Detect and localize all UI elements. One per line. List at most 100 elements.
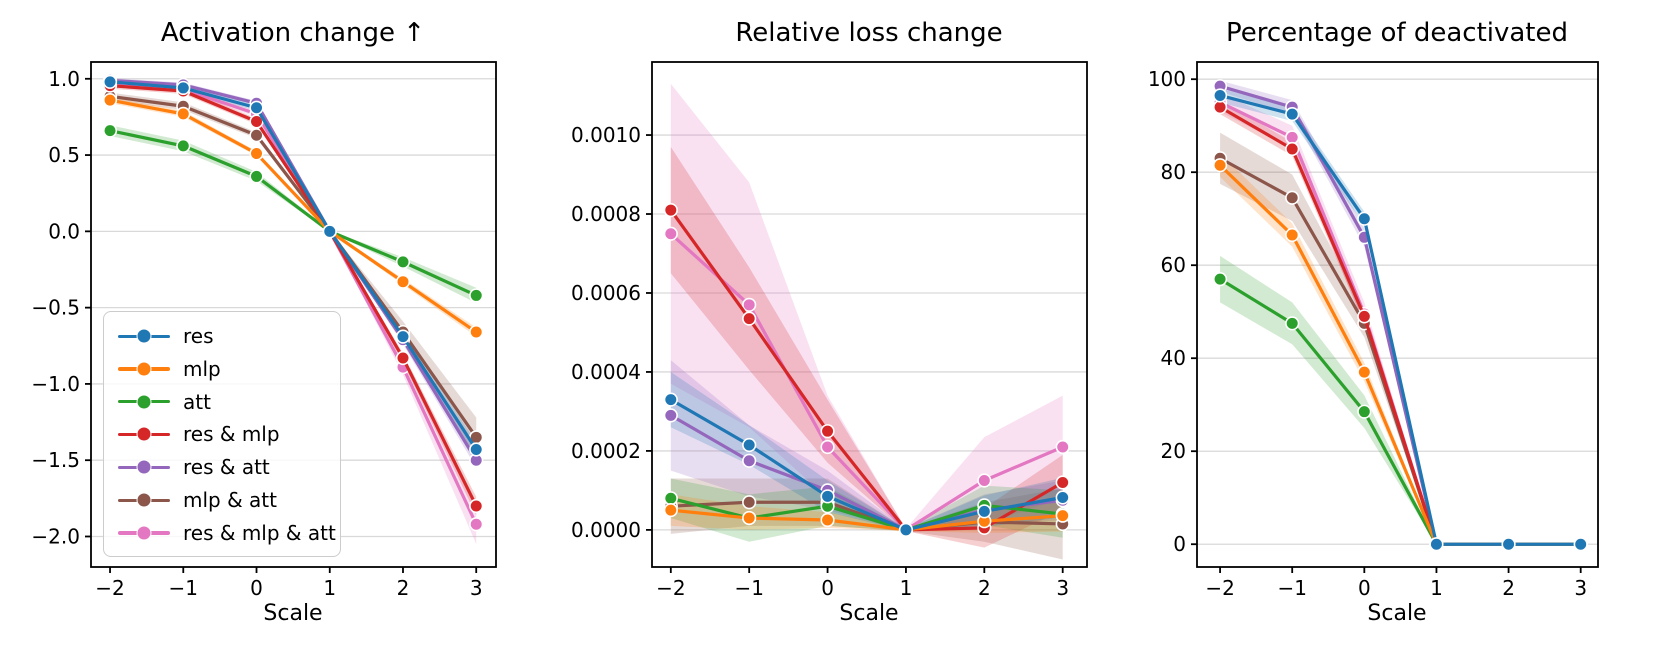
y-tick-label: 80: [1161, 160, 1186, 184]
line-mlp-att: [108, 94, 478, 439]
y-tick-label: 40: [1161, 346, 1186, 370]
band-res-att: [670, 360, 1063, 532]
marker-mlp: [663, 503, 678, 518]
marker-att: [176, 138, 191, 154]
y-tick-label: −1.5: [31, 448, 80, 472]
y-tick-label: 0.0008: [571, 202, 641, 226]
marker-res: [249, 100, 264, 115]
x-tick-label: 3: [1574, 576, 1587, 600]
x-tick-label: 2: [978, 576, 991, 600]
marker-att: [1212, 272, 1228, 287]
marker-mlp: [469, 324, 484, 340]
y-tick-label: 60: [1161, 253, 1186, 277]
marker-mlp: [1055, 508, 1070, 523]
x-tick-label: −2: [1205, 576, 1234, 600]
marker-res-mlp: [1357, 309, 1372, 324]
marker-res-mlp-att: [663, 226, 678, 241]
band-res-mlp: [670, 146, 1063, 548]
x-tick-label: 3: [1056, 576, 1069, 600]
band-res-mlp-att: [670, 83, 1063, 532]
marker-res: [1429, 537, 1444, 552]
legend-key-line-marker: [118, 361, 170, 377]
marker-mlp: [249, 146, 264, 161]
line-res-mlp: [108, 84, 478, 508]
y-tick-label: 100: [1148, 67, 1186, 91]
band-mlp: [1220, 153, 1581, 545]
band-att: [110, 125, 477, 304]
marker-res: [176, 80, 191, 96]
y-tick-label: 0: [1173, 532, 1186, 556]
y-tick-label: 0.0: [48, 219, 80, 243]
chart-title-relative-loss-change: Relative loss change: [735, 18, 1003, 48]
marker-mlp: [395, 274, 411, 289]
marker-res: [469, 442, 484, 457]
chart-title-percentage-deactivated: Percentage of deactivated: [1225, 18, 1569, 48]
marker-res: [1212, 88, 1228, 103]
marker-res: [977, 504, 992, 519]
marker-res: [102, 74, 118, 89]
marker-res-mlp-att: [1055, 439, 1070, 455]
legend-label: res & mlp: [183, 422, 280, 447]
legend-label: mlp & att: [183, 488, 277, 513]
legend-key-line-marker: [118, 459, 170, 475]
marker-mlp-att: [249, 128, 264, 143]
band-mlp: [110, 97, 477, 337]
marker-att: [102, 123, 118, 138]
x-axis-label-2: Scale: [839, 601, 899, 626]
legend-item: res: [118, 321, 328, 351]
y-tick-label: 0.0006: [571, 281, 641, 305]
axes-spines: [651, 61, 1088, 568]
marker-res-mlp: [742, 311, 757, 326]
line-res: [669, 397, 1065, 532]
marker-res-mlp-att: [820, 439, 835, 455]
marker-res: [820, 489, 835, 504]
x-tick-label: 0: [821, 576, 834, 600]
line-mlp-att: [669, 500, 1065, 532]
legend-key-line-marker: [118, 525, 170, 541]
marker-res: [663, 392, 678, 407]
marker-res: [1055, 490, 1070, 505]
marker-att: [469, 288, 484, 303]
x-tick-label: 0: [250, 576, 263, 600]
x-tick-label: 2: [397, 576, 410, 600]
marker-res-mlp: [820, 424, 835, 439]
y-tick-label: 0.5: [48, 143, 80, 167]
y-tick-label: 0.0000: [571, 518, 641, 542]
chart-1: −2 −1 0 1 2 3 0.0010 0.0008 0.0006 0.0004 0.0002 0.…: [571, 61, 1088, 600]
marker-mlp-att: [742, 495, 757, 510]
marker-mlp: [102, 93, 118, 108]
legend-label: res & mlp & att: [183, 520, 336, 545]
marker-mlp-att: [1285, 190, 1300, 205]
legend: res mlp att res & mlp res & att mlp & att res …: [103, 311, 341, 557]
legend-label: res & att: [183, 455, 270, 480]
line-res-mlp-att: [669, 232, 1065, 532]
y-tick-label: 20: [1161, 439, 1186, 463]
marker-res-mlp: [1212, 100, 1228, 115]
marker-att: [663, 491, 678, 506]
legend-key-line-marker: [118, 394, 170, 410]
marker-res: [898, 522, 914, 537]
y-tick-label: 0.0002: [571, 439, 641, 463]
x-tick-label: 0: [1358, 576, 1371, 600]
chart-2: −2 −1 0 1 2 3 100 80 60 40 20 0: [1148, 61, 1599, 600]
legend-item: res & mlp & att: [118, 518, 336, 548]
marker-res-mlp-att: [469, 517, 484, 532]
marker-res-mlp-att: [742, 297, 757, 312]
line-mlp: [108, 98, 478, 334]
x-axis-label-3: Scale: [1367, 601, 1427, 626]
legend-item: res & mlp: [118, 419, 328, 449]
y-tick-label: 0.0010: [571, 123, 641, 147]
x-tick-label: 2: [1502, 576, 1515, 600]
marker-res-att: [742, 453, 757, 468]
legend-label: att: [183, 389, 211, 414]
marker-mlp: [1285, 227, 1300, 243]
x-tick-label: −2: [95, 576, 124, 600]
axes-spines: [90, 61, 497, 568]
marker-res: [1285, 106, 1300, 122]
marker-mlp: [1357, 365, 1372, 380]
marker-res-mlp-att: [1285, 130, 1300, 145]
marker-res: [1501, 537, 1516, 552]
marker-att: [249, 169, 264, 184]
marker-res-mlp: [663, 202, 678, 218]
